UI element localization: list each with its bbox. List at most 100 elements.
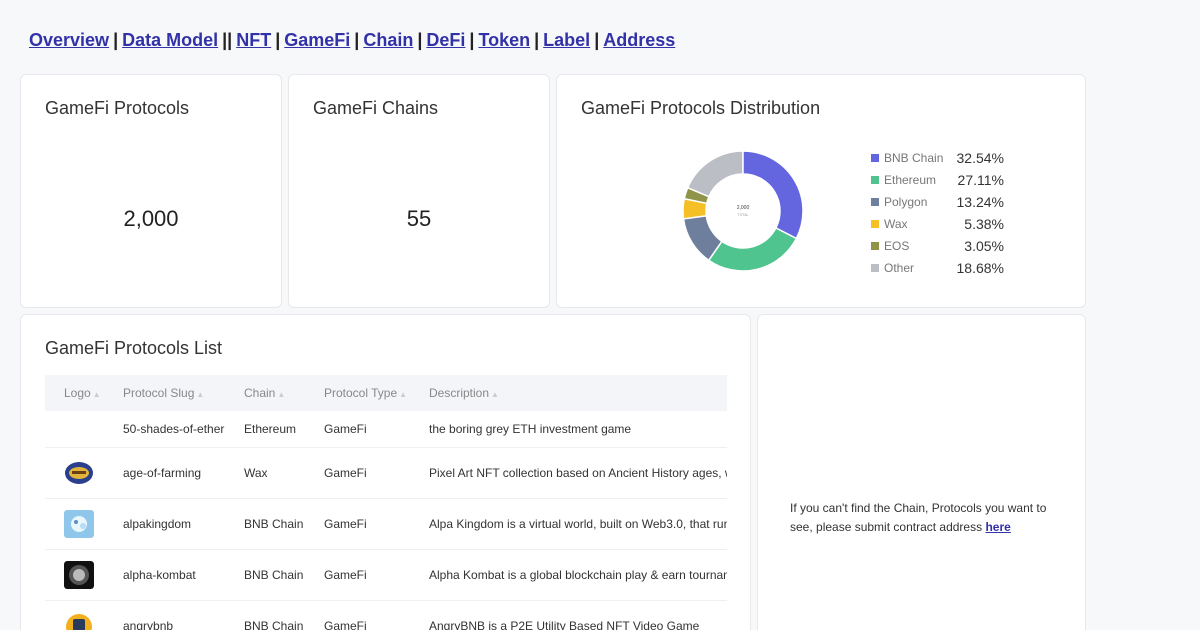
nav-separator: | [469,30,475,50]
cell-logo [45,600,104,630]
cell-chain: BNB Chain [225,498,305,550]
nav-separator: || [222,30,233,50]
nav-chain[interactable]: Chain [363,30,414,50]
table-row[interactable]: angrybnb BNB Chain GameFi AngryBNB is a … [45,600,727,630]
legend-label: BNB Chain [884,151,944,165]
donut-center-label: TOTAL [738,213,749,217]
column-header-chain[interactable]: Chain ▲ [244,386,286,400]
table-row[interactable]: alpha-kombat BNB Chain GameFi Alpha Komb… [45,549,727,601]
distribution-donut-chart: 2,000 TOTAL [682,150,804,272]
cell-type: GameFi [305,411,410,448]
protocols-list-card: GameFi Protocols List Logo ▲ Protocol Slu… [20,314,751,630]
legend-label: EOS [884,239,910,253]
nav-address[interactable]: Address [603,30,676,50]
cell-type: GameFi [305,498,410,550]
legend-percent: 3.05% [964,238,1004,254]
cell-chain: Ethereum [225,411,305,448]
table-row[interactable]: age-of-farming Wax GameFi Pixel Art NFT … [45,447,727,499]
sort-icon: ▲ [196,390,205,399]
legend-swatch [871,220,879,228]
alpha-kombat-logo [64,560,94,589]
legend-label: Ethereum [884,173,937,187]
legend-item[interactable]: Wax 5.38% [871,213,1004,235]
cell-chain: BNB Chain [225,600,305,630]
card-title: GameFi Protocols Distribution [581,98,821,118]
legend-swatch [871,242,879,250]
cell-description: Pixel Art NFT collection based on Ancien… [410,447,727,499]
chains-count-value: 55 [406,206,432,231]
nav-overview[interactable]: Overview [29,30,110,50]
legend-item[interactable]: EOS 3.05% [871,235,1004,257]
cell-logo [45,549,104,601]
column-header-description[interactable]: Description ▲ [429,386,499,400]
donut-slice-bnb-chain[interactable] [742,150,804,240]
card-title: GameFi Protocols [45,98,190,118]
nav-separator: | [113,30,119,50]
donut-slice-other[interactable] [686,150,744,198]
legend-item[interactable]: Ethereum 27.11% [871,169,1004,191]
column-header-slug[interactable]: Protocol Slug ▲ [123,386,205,400]
legend-swatch [871,198,879,206]
table-row[interactable]: 50-shades-of-ether Ethereum GameFi the b… [45,411,727,448]
legend-item[interactable]: Polygon 13.24% [871,191,1004,213]
angrybnb-logo [66,613,92,630]
column-header-type[interactable]: Protocol Type ▲ [324,386,408,400]
cell-slug: 50-shades-of-ether [104,411,225,448]
nav-separator: | [354,30,360,50]
cell-logo [45,447,104,499]
legend-percent: 32.54% [956,150,1004,166]
cell-logo [45,411,104,448]
column-header-logo[interactable]: Logo ▲ [64,386,101,400]
cell-type: GameFi [305,447,410,499]
cell-description: Alpha Kombat is a global blockchain play… [410,549,727,601]
card-title: GameFi Chains [313,98,439,118]
table-row[interactable]: alpakingdom BNB Chain GameFi Alpa Kingdo… [45,498,727,550]
donut-slice-ethereum[interactable] [707,226,798,272]
legend-percent: 13.24% [956,194,1004,210]
nav-gamefi[interactable]: GameFi [284,30,351,50]
nav-defi[interactable]: DeFi [426,30,466,50]
missing-info-text: If you can't find the Chain, Protocols y… [790,501,1047,534]
legend-percent: 18.68% [956,260,1004,276]
cell-description: the boring grey ETH investment game [410,411,727,448]
cell-slug: alpha-kombat [104,549,225,601]
cell-description: AngryBNB is a P2E Utility Based NFT Vide… [410,600,727,630]
nav-nft[interactable]: NFT [236,30,272,50]
alpakingdom-logo [64,509,94,538]
legend-label: Wax [884,217,908,231]
card-title: GameFi Protocols List [45,338,223,358]
legend-percent: 5.38% [964,216,1004,232]
distribution-card: GameFi Protocols Distribution 2,000 TOTA… [556,74,1086,308]
nav-separator: | [275,30,281,50]
sort-icon: ▲ [92,390,101,399]
legend-swatch [871,176,879,184]
legend-label: Other [884,261,915,275]
legend-percent: 27.11% [957,172,1004,188]
sort-icon: ▲ [491,390,499,399]
submit-address-link[interactable]: here [985,520,1011,534]
nav-token[interactable]: Token [478,30,531,50]
legend-swatch [871,264,879,272]
legend-item[interactable]: BNB Chain 32.54% [871,147,1004,169]
cell-slug: angrybnb [104,600,225,630]
protocols-table: Logo ▲ Protocol Slug ▲ Chain ▲ Protocol Typ… [45,375,727,630]
nav-label[interactable]: Label [543,30,591,50]
donut-center-value: 2,000 [737,205,750,211]
legend-label: Polygon [884,195,928,209]
nav-separator: | [594,30,600,50]
cell-slug: age-of-farming [104,447,225,499]
nav-data-model[interactable]: Data Model [122,30,219,50]
cell-slug: alpakingdom [104,498,225,550]
sort-icon: ▲ [277,390,286,399]
protocols-table-container[interactable]: Logo ▲ Protocol Slug ▲ Chain ▲ Protocol Typ… [45,375,727,630]
donut-slice-wax[interactable] [682,197,708,220]
chart-legend: BNB Chain 32.54% Ethereum 27.11% Polygon 13.2… [871,147,1004,279]
table-header-row: Logo ▲ Protocol Slug ▲ Chain ▲ Protocol Typ… [45,375,727,411]
cell-type: GameFi [305,549,410,601]
chains-count-card: GameFi Chains 55 [288,74,550,308]
nav-separator: | [417,30,423,50]
donut-slice-polygon[interactable] [682,215,723,262]
cell-chain: Wax [225,447,305,499]
nav-separator: | [534,30,540,50]
legend-item[interactable]: Other 18.68% [871,257,1004,279]
